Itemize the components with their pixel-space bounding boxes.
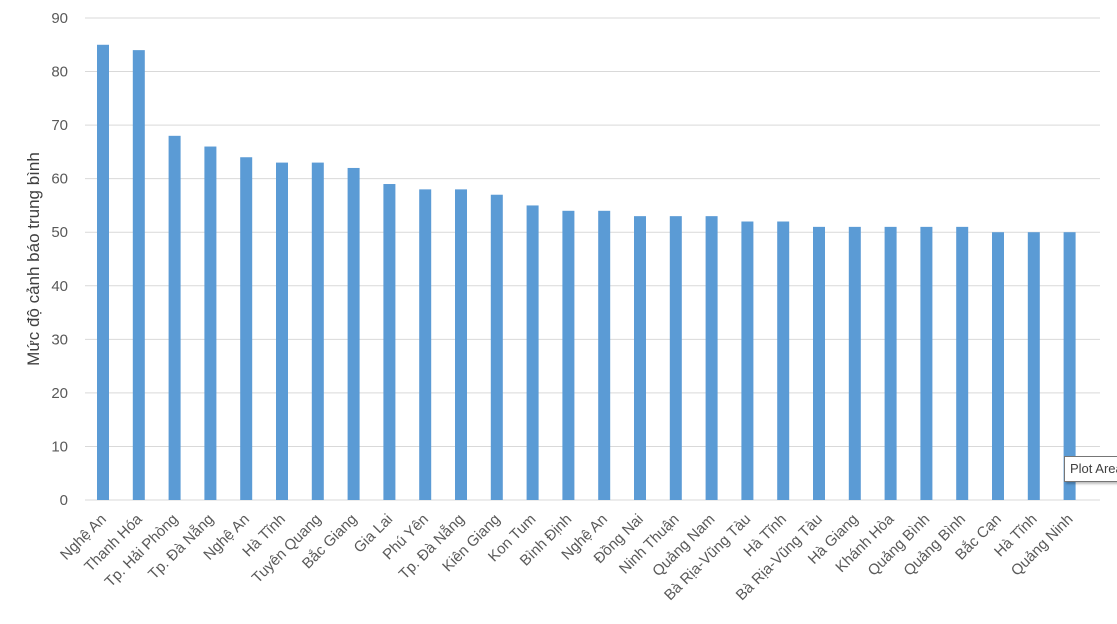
- bar[interactable]: [204, 146, 217, 501]
- bar[interactable]: [634, 216, 646, 500]
- bar[interactable]: [741, 221, 754, 500]
- y-tick-labels: 0 10 20 30 40 50 60 70 80 90: [51, 10, 68, 509]
- y-tick-label: 80: [51, 64, 68, 81]
- y-tick-label: 60: [51, 171, 68, 188]
- bar[interactable]: [920, 226, 933, 500]
- bar[interactable]: [705, 216, 718, 500]
- y-tick-label: 10: [51, 438, 68, 455]
- bar[interactable]: [383, 184, 396, 500]
- gridlines: [85, 17, 1100, 501]
- bar[interactable]: [311, 162, 324, 500]
- bar[interactable]: [1027, 232, 1040, 500]
- bar[interactable]: [562, 210, 575, 501]
- y-tick-label: 50: [51, 224, 68, 241]
- bar[interactable]: [884, 226, 897, 500]
- y-axis-label: Mức độ cảnh báo trung bình: [24, 152, 43, 366]
- bar[interactable]: [347, 167, 360, 500]
- y-tick-label: 20: [51, 385, 68, 402]
- plot-area-tooltip: Plot Area: [1064, 456, 1117, 482]
- bar[interactable]: [490, 194, 503, 500]
- bar[interactable]: [848, 226, 861, 500]
- bar[interactable]: [455, 189, 467, 500]
- bar[interactable]: [240, 157, 253, 500]
- bar[interactable]: [419, 189, 432, 500]
- y-tick-label: 0: [60, 492, 68, 509]
- bar[interactable]: [669, 216, 682, 500]
- bar[interactable]: [526, 205, 539, 500]
- bar[interactable]: [813, 226, 825, 500]
- y-tick-label: 70: [51, 117, 68, 134]
- y-tick-label: 90: [51, 10, 68, 27]
- bar[interactable]: [956, 226, 969, 500]
- bar[interactable]: [1063, 232, 1076, 500]
- y-tick-label: 40: [51, 278, 68, 295]
- bar[interactable]: [276, 162, 288, 500]
- y-tick-label: 30: [51, 331, 68, 348]
- bars[interactable]: [97, 44, 1076, 501]
- bar[interactable]: [97, 44, 109, 501]
- bar[interactable]: [777, 221, 790, 500]
- bar[interactable]: [992, 232, 1004, 500]
- bar[interactable]: [132, 50, 145, 501]
- bar[interactable]: [168, 135, 181, 501]
- bar[interactable]: [598, 210, 611, 501]
